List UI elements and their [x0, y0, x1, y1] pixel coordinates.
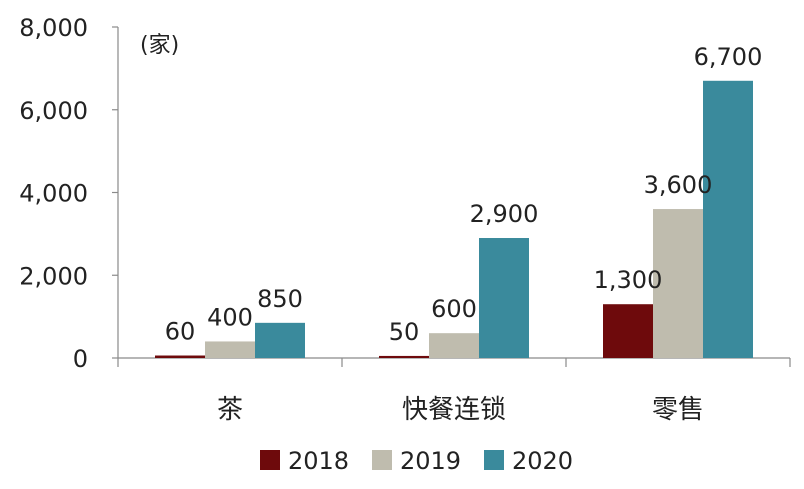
y-tick-label: 0	[73, 345, 88, 373]
bar-2019-0	[205, 341, 255, 358]
legend-label-2018: 2018	[288, 447, 349, 475]
category-label: 茶	[217, 395, 243, 425]
bar-2020-0	[255, 322, 305, 358]
data-label-2019-0: 400	[207, 303, 253, 331]
legend-label-2019: 2019	[400, 447, 461, 475]
bar-2018-2	[603, 304, 653, 358]
data-label-2020-1: 2,900	[470, 200, 539, 228]
bar-2019-2	[653, 209, 703, 358]
legend-swatch-2018	[260, 450, 280, 470]
bar-2018-1	[379, 355, 429, 358]
data-label-2018-1: 50	[389, 318, 420, 346]
data-label-2018-0: 60	[165, 318, 196, 346]
y-tick-label: 6,000	[19, 97, 88, 125]
bar-2019-1	[429, 333, 479, 358]
y-tick-label: 8,000	[19, 14, 88, 42]
data-label-2020-2: 6,700	[694, 43, 763, 71]
data-label-2019-2: 3,600	[644, 171, 713, 199]
bar-2020-2	[703, 80, 753, 358]
unit-label: (家)	[140, 33, 179, 58]
bar-2018-0	[155, 355, 205, 358]
legend-label-2020: 2020	[512, 447, 573, 475]
category-label: 快餐连锁	[402, 395, 506, 425]
data-label-2018-2: 1,300	[594, 266, 663, 294]
legend-swatch-2019	[372, 450, 392, 470]
legend: 2018 2019 2020	[260, 447, 573, 475]
data-label-2020-0: 850	[257, 285, 303, 313]
bar-2020-1	[479, 238, 529, 358]
legend-swatch-2020	[484, 450, 504, 470]
bars	[155, 80, 753, 358]
data-label-2019-1: 600	[431, 295, 477, 323]
category-label: 零售	[652, 395, 704, 425]
y-tick-label: 4,000	[19, 180, 88, 208]
y-tick-label: 2,000	[19, 262, 88, 290]
